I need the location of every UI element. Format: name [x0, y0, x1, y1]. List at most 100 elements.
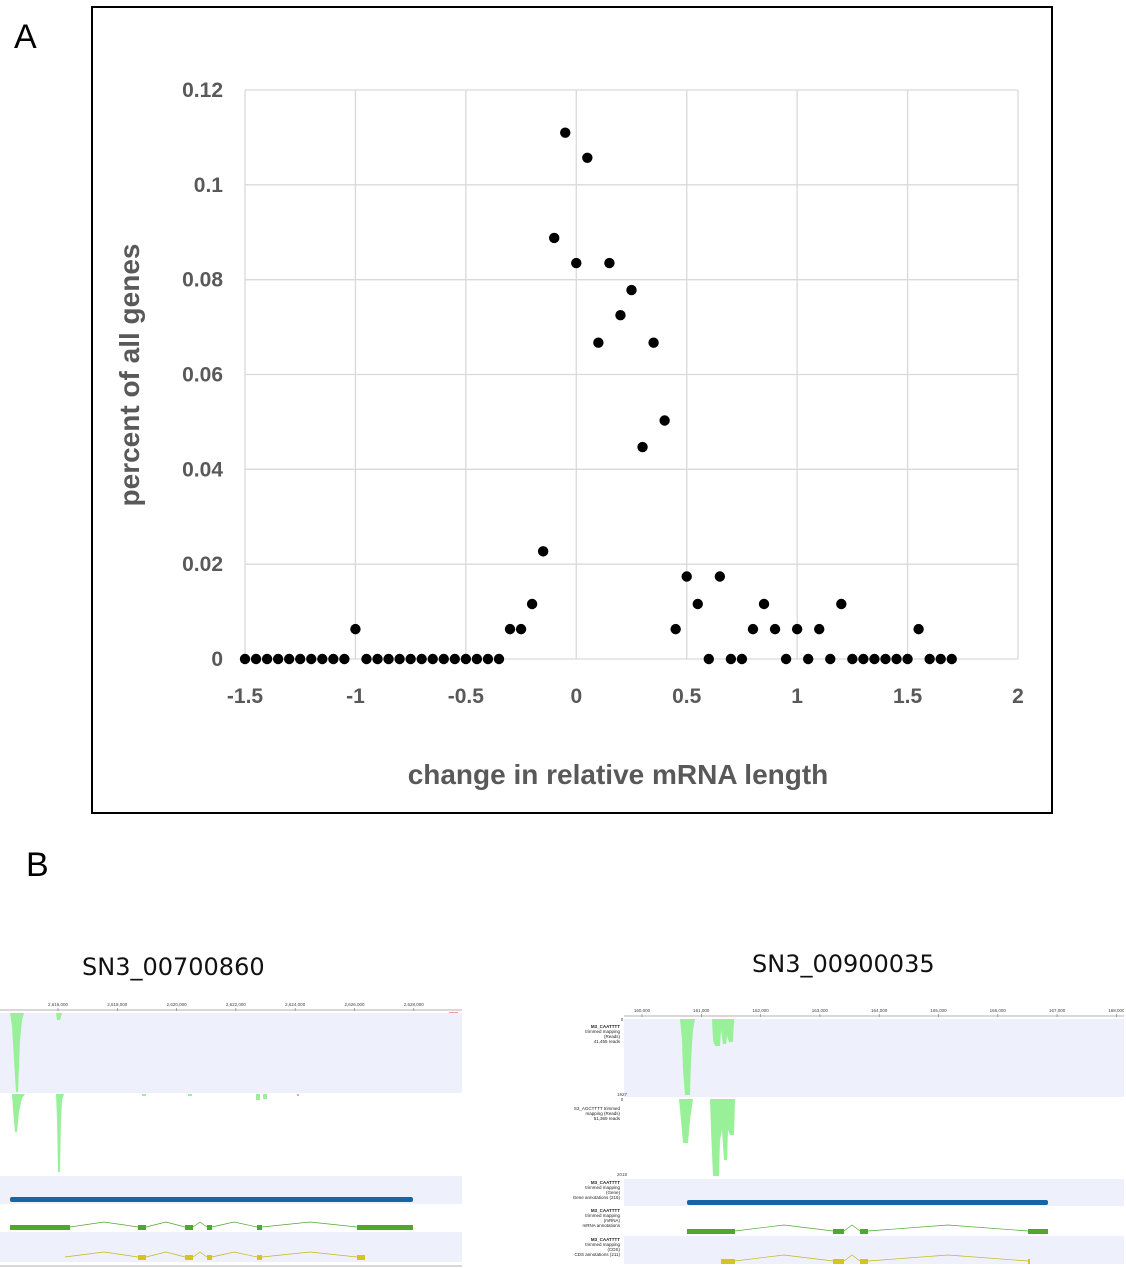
- ruler-label: 2,616,000: [48, 1002, 69, 1007]
- x-axis-label: change in relative mRNA length: [408, 759, 829, 790]
- chart-frame: -1.5 -1 -0.5 0 0.5 1 1.5 2 0 0.02 0.04 0.06 0.08 0.1 0…: [91, 6, 1053, 814]
- data-point: [902, 653, 913, 665]
- ruler-label: 2,622,000: [226, 1002, 247, 1007]
- data-point: [438, 653, 449, 665]
- track-label-5-line-4: CDS annotations (211): [575, 1252, 621, 1257]
- ruler-label: 165,000: [930, 1008, 947, 1013]
- data-point: [725, 653, 737, 665]
- data-point: [891, 653, 902, 665]
- ruler-label: 2,618,000: [107, 1002, 128, 1007]
- ruler-label: 161,000: [693, 1008, 710, 1013]
- gene-annotation-bar: [687, 1200, 1048, 1205]
- track-scale-bottom-2: 2018: [617, 1172, 628, 1177]
- data-point: [582, 152, 593, 164]
- data-point: [372, 653, 383, 665]
- data-point: [427, 653, 438, 665]
- track-label-4-line-3: (mRNA): [604, 1218, 621, 1223]
- data-point: [615, 310, 626, 321]
- coverage-peaks-1: [10, 1013, 62, 1092]
- x-tick-label: -0.5: [448, 685, 485, 708]
- data-point: [549, 232, 560, 244]
- data-point: [460, 653, 472, 665]
- x-tick-label: 1.5: [893, 685, 923, 708]
- data-point: [449, 653, 461, 665]
- gene-annotation-bar: [10, 1197, 413, 1202]
- track-label-5-line-3: (CDS): [608, 1247, 621, 1252]
- data-point: [526, 598, 538, 610]
- data-point: [515, 623, 527, 635]
- ruler-label: 162,000: [752, 1008, 769, 1013]
- genome-browser-left: 2,616,000 2,618,000 2,620,000 2,622,000 2,62…: [0, 1002, 462, 1267]
- data-point: [604, 257, 615, 269]
- position-ruler: 160,000 161,000 162,000 163,000 164,000 165,0…: [634, 1008, 1124, 1017]
- gene-title-right: SN3_00900035: [752, 950, 935, 978]
- genome-browser-right: 160,000 161,000 162,000 163,000 164,000 165,0…: [573, 1008, 1124, 1264]
- data-point: [880, 653, 891, 665]
- y-axis-label: percent of all genes: [114, 244, 145, 507]
- data-point: [350, 623, 361, 635]
- y-tick-label: 0.04: [182, 458, 223, 481]
- tick-labels: -1.5 -1 -0.5 0 0.5 1 1.5 2 0 0.02 0.04 0.06 0.08 0.1 0…: [182, 79, 1024, 708]
- data-point: [637, 441, 648, 453]
- data-point: [648, 337, 659, 348]
- data-point: [681, 571, 692, 582]
- track-label-1-line-1: M3_CAATTTT: [591, 1024, 620, 1029]
- data-point: [692, 598, 703, 610]
- ruler-label: 2,624,000: [285, 1002, 306, 1007]
- data-point: [328, 653, 339, 665]
- data-point: [239, 653, 251, 665]
- data-point: [736, 653, 748, 665]
- data-point: [272, 653, 284, 665]
- cds-track: [0, 1232, 462, 1262]
- coverage-peaks-2: [12, 1094, 299, 1172]
- data-point: [924, 653, 935, 665]
- data-point: [471, 653, 483, 665]
- track-scale-bottom-1: 1927: [617, 1092, 628, 1097]
- track-label-3-line-1: M3_CAATTTT: [591, 1180, 620, 1185]
- panel-a-label: A: [14, 18, 37, 56]
- ruler-label: 2,626,000: [344, 1002, 365, 1007]
- x-tick-label: 1: [791, 685, 803, 708]
- data-points: [239, 127, 957, 665]
- ruler-label: 167,000: [1049, 1008, 1066, 1013]
- track-label-5-line-2: trimmed mapping: [585, 1242, 620, 1247]
- position-ruler: 2,616,000 2,618,000 2,620,000 2,622,000 2,62…: [48, 1002, 424, 1011]
- ruler-label: 2,628,000: [404, 1002, 425, 1007]
- mrna-annotation: [687, 1224, 1048, 1234]
- coverage-peaks-1: [680, 1019, 734, 1095]
- track-label-3-line-3: (Gene): [606, 1190, 621, 1195]
- data-point: [946, 653, 957, 665]
- data-point: [405, 653, 416, 665]
- track-label-3-line-4: Gene annotations (216): [573, 1195, 621, 1200]
- data-point: [703, 653, 714, 665]
- data-point: [802, 653, 814, 665]
- data-point: [758, 598, 770, 610]
- data-point: [493, 653, 505, 665]
- gene-title-left: SN3_00700860: [82, 953, 265, 981]
- data-point: [847, 653, 858, 665]
- data-point: [858, 653, 869, 665]
- track-label-3-line-2: trimmed mapping: [585, 1185, 620, 1190]
- y-tick-label: 0.02: [182, 553, 223, 576]
- data-point: [593, 337, 604, 348]
- data-point: [780, 653, 792, 665]
- data-point: [571, 257, 582, 269]
- data-point: [814, 623, 825, 635]
- cds-annotation: [721, 1254, 1030, 1264]
- data-point: [714, 571, 726, 582]
- scatter-chart: -1.5 -1 -0.5 0 0.5 1 1.5 2 0 0.02 0.04 0.06 0.08 0.1 0…: [114, 79, 1024, 790]
- data-point: [791, 623, 803, 635]
- data-point: [659, 415, 670, 426]
- data-point: [394, 653, 405, 665]
- data-point: [361, 653, 372, 665]
- data-point: [339, 653, 350, 665]
- ruler-label: 163,000: [812, 1008, 829, 1013]
- track-label-2-line-2: mapping (Reads): [585, 1111, 620, 1116]
- y-tick-label: 0.1: [194, 174, 224, 197]
- data-point: [869, 653, 880, 665]
- data-point: [383, 653, 394, 665]
- data-point: [626, 284, 637, 296]
- ruler-label: 168,000: [1108, 1008, 1124, 1013]
- data-point: [670, 623, 681, 635]
- track-label-4-line-4: mRNA annotations: [582, 1223, 620, 1228]
